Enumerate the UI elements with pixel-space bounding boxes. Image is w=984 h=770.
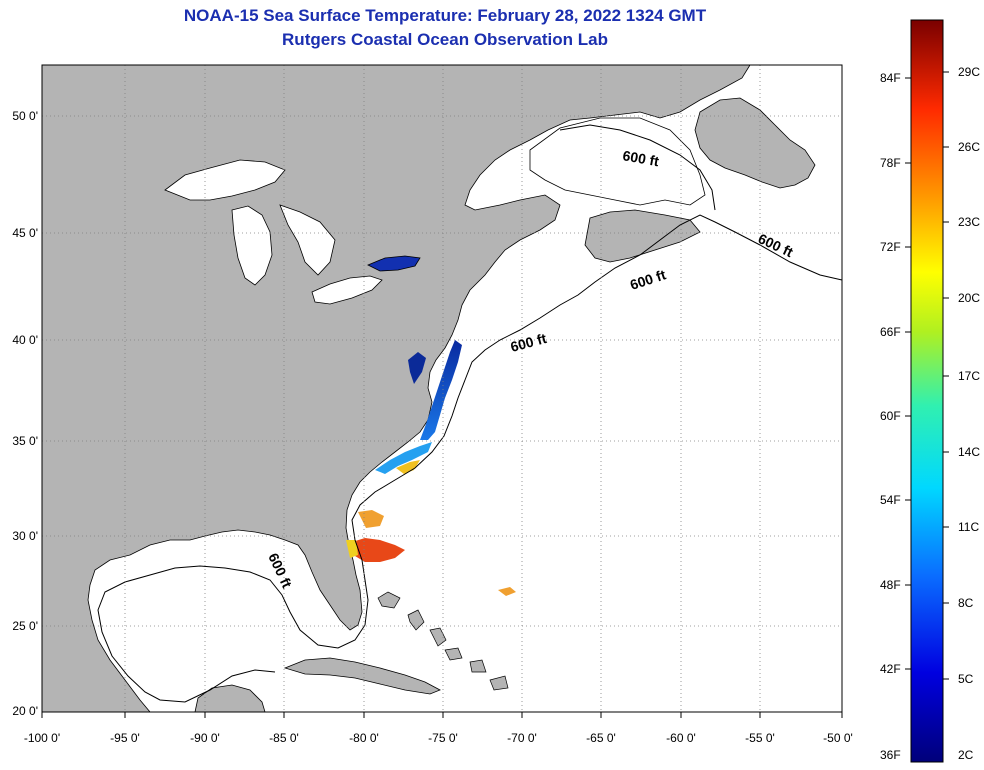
- lon-label: -85 0': [269, 731, 299, 745]
- colorbar-c-label: 8C: [958, 596, 974, 610]
- lat-label: 45 0': [12, 226, 38, 240]
- colorbar-f-label: 54F: [880, 493, 901, 507]
- lon-label: -80 0': [349, 731, 379, 745]
- sst-offshore-spot: [498, 587, 516, 596]
- colorbar-c-label: 23C: [958, 215, 981, 229]
- colorbar-c-label: 26C: [958, 140, 981, 154]
- sst-gulfstream-warm: [396, 460, 420, 474]
- sst-chesapeake-band: [420, 340, 462, 440]
- land-newfoundland: [694, 97, 816, 189]
- colorbar-c-label: 17C: [958, 369, 981, 383]
- land-yucatan: [194, 684, 266, 713]
- sst-carolina-coast: [375, 442, 432, 474]
- colorbar-c-label: 2C: [958, 748, 974, 762]
- colorbar-f-label: 66F: [880, 325, 901, 339]
- lon-label: -100 0': [23, 731, 61, 745]
- land-cuba: [283, 657, 441, 695]
- lat-label: 20 0': [12, 704, 38, 718]
- colorbar-c-label: 14C: [958, 445, 981, 459]
- colorbar: [910, 19, 944, 763]
- sst-offshore-warm: [358, 510, 384, 528]
- lake-erie: [311, 275, 383, 305]
- lake-michigan: [231, 205, 273, 286]
- sst-delaware-bay: [408, 352, 426, 384]
- contour-600ft: [97, 214, 843, 703]
- colorbar-f-label: 60F: [880, 409, 901, 423]
- colorbar-ticks: [905, 71, 949, 680]
- colorbar-f-label: 36F: [880, 748, 901, 762]
- map-subtitle: Rutgers Coastal Ocean Observation Lab: [282, 30, 608, 49]
- gulf-st-lawrence: [529, 117, 706, 206]
- sst-florida-warm: [352, 538, 405, 562]
- lake-huron: [279, 204, 336, 276]
- lake-superior: [164, 159, 286, 201]
- colorbar-f-label: 72F: [880, 240, 901, 254]
- lake-ontario: [367, 255, 421, 272]
- map-title: NOAA-15 Sea Surface Temperature: Februar…: [183, 6, 707, 25]
- lon-label: -95 0': [110, 731, 140, 745]
- map-frame: [41, 64, 843, 713]
- contour-600ft-stlawrence: [559, 124, 716, 211]
- tick-marks: [41, 712, 843, 718]
- colorbar-f-label: 78F: [880, 156, 901, 170]
- colorbar-f-label: 42F: [880, 662, 901, 676]
- sst-florida-yellow: [346, 540, 358, 558]
- lat-label: 40 0': [12, 333, 38, 347]
- land-north-america: [41, 64, 751, 713]
- land-nova-scotia: [584, 209, 701, 263]
- colorbar-c-label: 20C: [958, 291, 981, 305]
- graticule: [42, 65, 842, 712]
- lon-label: -90 0': [190, 731, 220, 745]
- lon-label: -60 0': [666, 731, 696, 745]
- contour-label-1: 600 ft: [621, 147, 660, 169]
- colorbar-c-label: 11C: [958, 520, 980, 534]
- colorbar-c-label: 5C: [958, 672, 974, 686]
- lon-label: -50 0': [823, 731, 853, 745]
- bahamas-islands: [377, 591, 509, 691]
- lat-label: 30 0': [12, 529, 38, 543]
- lat-label: 25 0': [12, 619, 38, 633]
- colorbar-c-label: 29C: [958, 65, 981, 79]
- lon-label: -55 0': [745, 731, 775, 745]
- colorbar-f-label: 48F: [880, 578, 901, 592]
- lat-label: 50 0': [12, 109, 38, 123]
- colorbar-f-label: 84F: [880, 71, 901, 85]
- lon-label: -65 0': [586, 731, 616, 745]
- lon-label: -70 0': [507, 731, 537, 745]
- lon-label: -75 0': [428, 731, 458, 745]
- lat-label: 35 0': [12, 434, 38, 448]
